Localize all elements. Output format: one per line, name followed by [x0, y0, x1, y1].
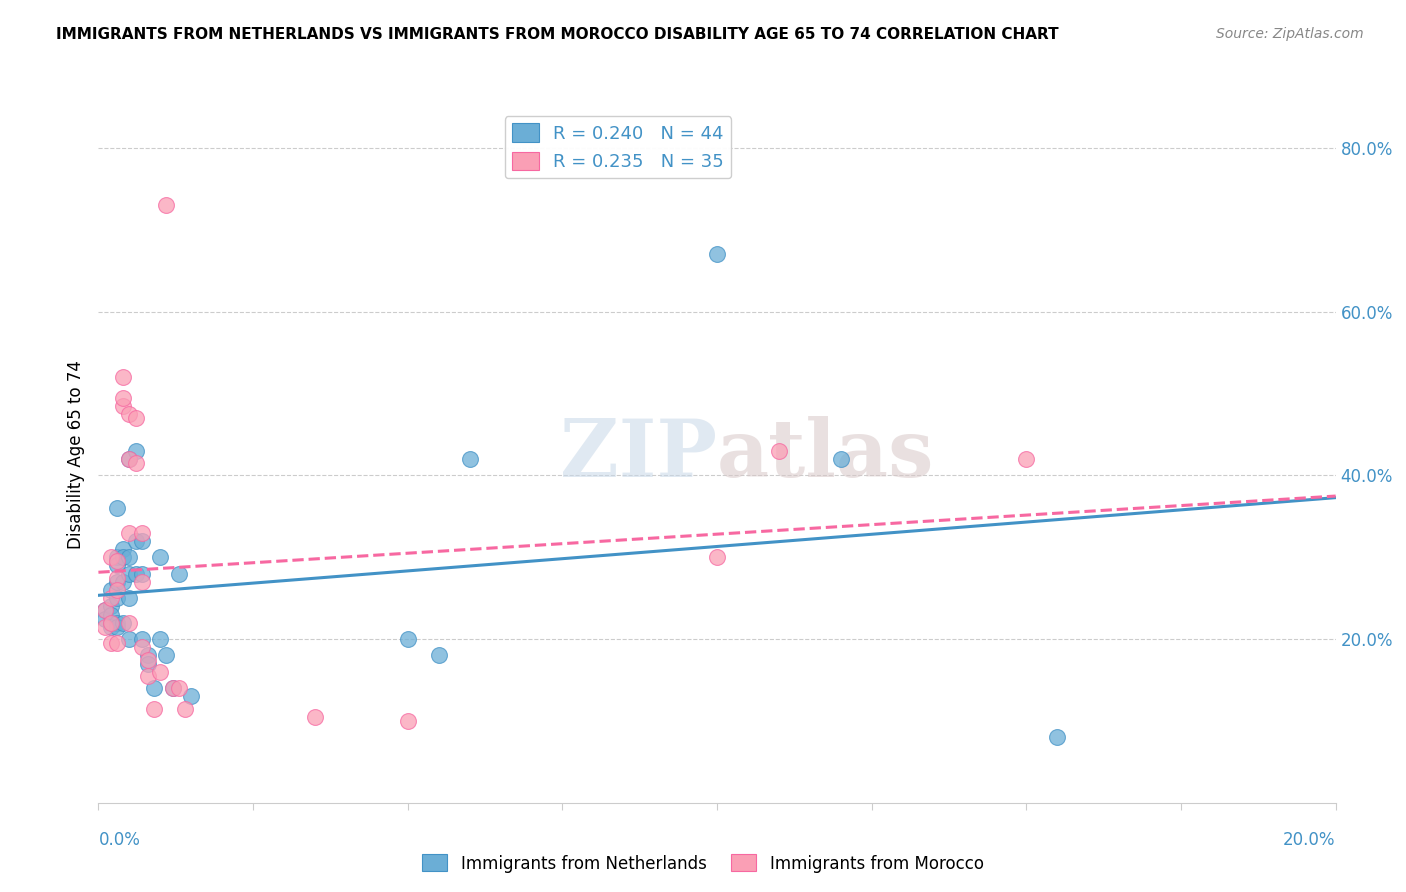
Point — [149, 550, 172, 565]
Text: Source: ZipAtlas.com: Source: ZipAtlas.com — [1216, 27, 1364, 41]
Point — [149, 632, 172, 646]
Text: IMMIGRANTS FROM NETHERLANDS VS IMMIGRANTS FROM MOROCCO DISABILITY AGE 65 TO 74 C: IMMIGRANTS FROM NETHERLANDS VS IMMIGRANT… — [56, 27, 1059, 42]
Point — [100, 636, 122, 650]
Point — [105, 615, 128, 630]
Point — [1046, 731, 1069, 745]
Point — [118, 591, 141, 606]
Point — [112, 542, 135, 557]
Point — [427, 648, 450, 663]
Point — [124, 411, 146, 425]
Point — [105, 571, 128, 585]
Point — [105, 550, 128, 565]
Point — [162, 681, 184, 696]
Point — [105, 582, 128, 597]
Point — [396, 632, 419, 646]
Point — [167, 566, 190, 581]
Point — [174, 701, 197, 715]
Point — [131, 640, 153, 655]
Point — [112, 399, 135, 413]
Point — [100, 615, 122, 630]
Point — [136, 648, 159, 663]
Point — [112, 391, 135, 405]
Point — [155, 648, 177, 663]
Point — [124, 456, 146, 470]
Point — [93, 603, 115, 617]
Point — [136, 669, 159, 683]
Point — [118, 566, 141, 581]
Point — [131, 574, 153, 589]
Point — [162, 681, 184, 696]
Text: 20.0%: 20.0% — [1284, 830, 1336, 848]
Point — [100, 599, 122, 614]
Point — [118, 452, 141, 467]
Point — [93, 620, 115, 634]
Point — [131, 566, 153, 581]
Point — [112, 370, 135, 384]
Point — [131, 533, 153, 548]
Point — [112, 615, 135, 630]
Point — [768, 443, 790, 458]
Point — [100, 620, 122, 634]
Point — [118, 452, 141, 467]
Point — [105, 558, 128, 573]
Text: atlas: atlas — [717, 416, 935, 494]
Point — [118, 615, 141, 630]
Point — [1015, 452, 1038, 467]
Point — [124, 533, 146, 548]
Legend: R = 0.240   N = 44, R = 0.235   N = 35: R = 0.240 N = 44, R = 0.235 N = 35 — [505, 116, 731, 178]
Point — [100, 591, 122, 606]
Point — [105, 501, 128, 516]
Point — [124, 566, 146, 581]
Point — [100, 607, 122, 622]
Point — [105, 554, 128, 568]
Point — [706, 550, 728, 565]
Point — [124, 443, 146, 458]
Point — [118, 550, 141, 565]
Legend: Immigrants from Netherlands, Immigrants from Morocco: Immigrants from Netherlands, Immigrants … — [416, 847, 990, 880]
Point — [131, 632, 153, 646]
Point — [105, 620, 128, 634]
Point — [118, 632, 141, 646]
Point — [143, 701, 166, 715]
Point — [100, 615, 122, 630]
Point — [136, 652, 159, 666]
Point — [706, 247, 728, 261]
Y-axis label: Disability Age 65 to 74: Disability Age 65 to 74 — [66, 360, 84, 549]
Point — [155, 198, 177, 212]
Point — [93, 603, 115, 617]
Point — [112, 550, 135, 565]
Point — [105, 574, 128, 589]
Point — [105, 636, 128, 650]
Point — [93, 612, 115, 626]
Point — [180, 690, 202, 704]
Point — [131, 525, 153, 540]
Point — [396, 714, 419, 728]
Point — [118, 407, 141, 421]
Point — [136, 657, 159, 671]
Text: 0.0%: 0.0% — [98, 830, 141, 848]
Point — [458, 452, 481, 467]
Point — [105, 591, 128, 606]
Point — [100, 550, 122, 565]
Point — [149, 665, 172, 679]
Text: ZIP: ZIP — [560, 416, 717, 494]
Point — [143, 681, 166, 696]
Point — [100, 582, 122, 597]
Point — [112, 574, 135, 589]
Point — [304, 710, 326, 724]
Point — [167, 681, 190, 696]
Point — [830, 452, 852, 467]
Point — [118, 525, 141, 540]
